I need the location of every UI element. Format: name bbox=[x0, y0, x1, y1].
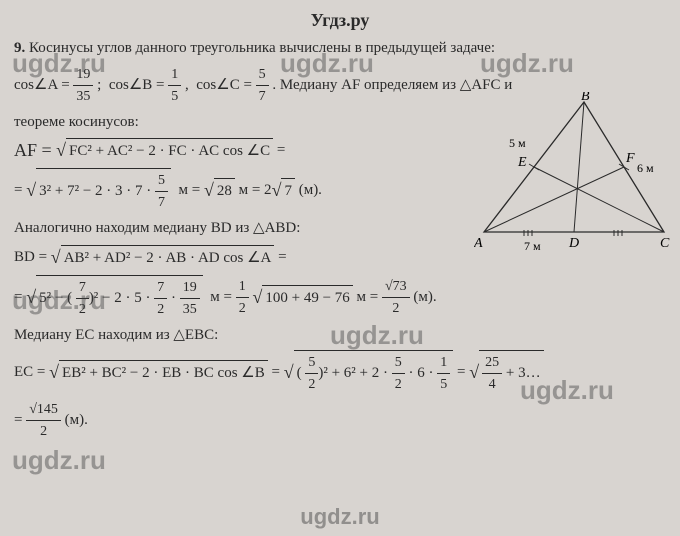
label-D: D bbox=[568, 236, 579, 251]
ec-f2: 5 2 bbox=[392, 352, 405, 395]
bd-f3: 19 35 bbox=[180, 277, 200, 320]
triangle-diagram: A B C D E F 5 м 6 м 7 м bbox=[474, 92, 674, 262]
ec-formula: EC = √EB² + BC² − 2 · EB · BC cos ∠B = √… bbox=[14, 350, 666, 395]
label-B: B bbox=[581, 92, 590, 104]
side-AD: 7 м bbox=[524, 239, 541, 253]
intro-text: Косинусы углов данного треугольника вычи… bbox=[29, 40, 495, 56]
label-E: E bbox=[517, 155, 527, 170]
ec-f4: 25 4 bbox=[482, 352, 502, 395]
ec-result: = √145 2 (м). bbox=[14, 399, 666, 442]
bd-f1: 7 2 bbox=[76, 277, 89, 320]
ec-f3: 1 5 bbox=[437, 352, 450, 395]
bd-f2: 7 2 bbox=[154, 277, 167, 320]
label-C: C bbox=[660, 236, 670, 251]
label-F: F bbox=[625, 151, 635, 166]
problem-number: 9. bbox=[14, 40, 25, 56]
af-frac: 5 7 bbox=[155, 170, 168, 213]
bd-suffix: (м). bbox=[413, 288, 436, 304]
bd-f4: 1 2 bbox=[236, 276, 249, 319]
cosB-frac: 1 5 bbox=[168, 64, 181, 107]
ec-intro: Медиану EC находим из △EBC: bbox=[14, 324, 666, 347]
label-A: A bbox=[474, 236, 483, 251]
bd-step2: = √5² − ( 7 2 )² − 2 · 5 · 7 2 · 19 35 м… bbox=[14, 275, 666, 320]
cosC-frac: 5 7 bbox=[256, 64, 269, 107]
problem-intro: 9. Косинусы углов данного треугольника в… bbox=[14, 37, 666, 60]
site-header: Угдз.ру bbox=[14, 10, 666, 31]
footer-watermark: ugdz.ru bbox=[0, 504, 680, 530]
side-BC: 6 м bbox=[637, 161, 654, 175]
mid1: . Медиану AF определяем из △AFC и bbox=[272, 76, 512, 92]
side-AB: 5 м bbox=[509, 136, 526, 150]
cosA-frac: 19 35 bbox=[73, 64, 93, 107]
triangle-svg: A B C D E F 5 м 6 м 7 м bbox=[474, 92, 674, 262]
bd-result: √73 2 bbox=[382, 276, 410, 319]
ec-result-frac: √145 2 bbox=[26, 399, 61, 442]
ec-f1: 5 2 bbox=[305, 352, 318, 395]
